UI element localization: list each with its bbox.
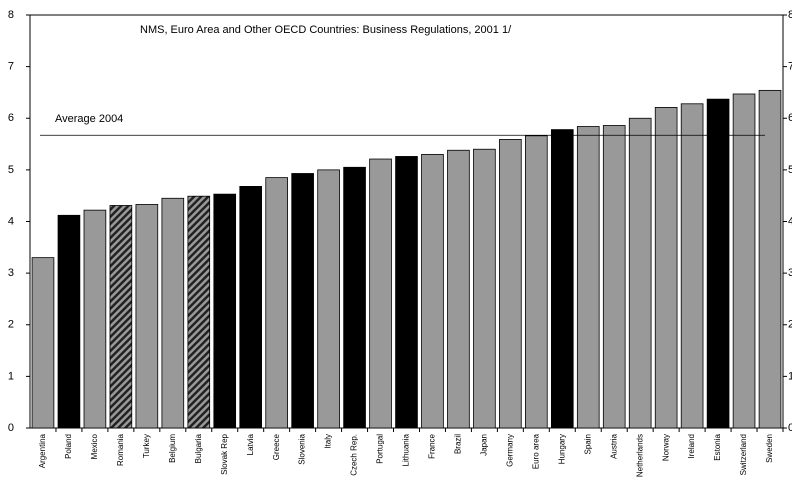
bar [161,197,185,429]
bar [550,129,574,429]
x-tick-label: Euro area [531,433,540,469]
y-tick-label: 4 [8,215,14,227]
bar [628,117,652,429]
x-tick-label: Austria [609,433,618,458]
x-tick-label: Turkey [142,434,151,458]
bar [732,93,756,429]
y-tick-label: 7 [8,61,14,73]
y2-tick-label: 5 [788,164,792,176]
x-tick-label: France [428,433,437,458]
x-tick-label: Netherlands [635,434,644,477]
bar [187,195,211,429]
x-tick-label: Portugal [376,434,385,464]
y2-tick-label: 6 [788,112,792,124]
x-tick-label: Bulgaria [194,433,203,463]
y2-tick-label: 0 [788,422,792,434]
y2-tick-label: 3 [788,267,792,279]
bar [473,148,496,429]
x-tick-label: Slovenia [298,433,307,464]
bar [265,177,288,429]
x-tick-label: Italy [324,434,333,449]
y2-tick-label: 1 [788,370,792,382]
x-tick-label: Norway [661,434,670,461]
x-tick-label: Sweden [765,434,774,463]
y2-tick-label: 2 [788,319,792,331]
y-tick-label: 0 [8,422,14,434]
bar [343,166,366,429]
bar [421,153,444,429]
y2-tick-label: 7 [788,61,792,73]
x-tick-label: Japan [480,434,489,456]
bar [758,89,782,429]
bar [499,139,522,429]
bar [317,169,340,429]
bar [654,107,678,429]
x-tick-label: Mexico [90,433,99,459]
x-tick-label: Lithuania [402,433,411,466]
x-tick-label: Poland [64,434,73,459]
y-tick-label: 2 [8,319,14,331]
bar [680,103,704,429]
x-tick-label: Hungary [557,434,566,464]
y2-tick-label: 4 [788,215,792,227]
bar [706,98,730,429]
bar [213,193,237,429]
y-tick-label: 3 [8,267,14,279]
x-tick-label: Argentina [38,433,47,468]
bar [395,156,418,429]
bar [57,214,81,429]
bar [83,209,107,429]
x-tick-label: Spain [583,434,592,454]
x-tick-label: Greece [272,433,281,460]
x-tick-label: Germany [505,434,514,467]
x-tick-label: Ireland [687,434,696,458]
bar [525,135,548,429]
x-tick-label: Latvia [246,433,255,455]
average-label: Average 2004 [55,113,123,125]
bar [447,149,470,429]
y-tick-label: 1 [8,370,14,382]
bar [239,185,263,429]
bar [602,125,626,429]
x-tick-label: Brazil [454,434,463,454]
bar [135,204,159,429]
bar [109,205,133,429]
bar [576,126,600,429]
x-tick-label: Estonia [713,433,722,460]
x-tick-label: Switzerland [739,434,748,475]
y-tick-label: 8 [8,9,14,21]
bar [31,257,55,429]
bar [369,158,392,429]
x-tick-label: Czech Rep. [350,434,359,476]
bar [291,173,314,429]
x-tick-label: Romania [116,433,125,466]
y-tick-label: 5 [8,164,14,176]
y2-tick-label: 8 [788,9,792,21]
y-tick-label: 6 [8,112,14,124]
chart-title: NMS, Euro Area and Other OECD Countries:… [140,24,512,36]
x-tick-label: Belgium [168,434,177,463]
x-tick-label: Slovak Rep [220,433,229,474]
